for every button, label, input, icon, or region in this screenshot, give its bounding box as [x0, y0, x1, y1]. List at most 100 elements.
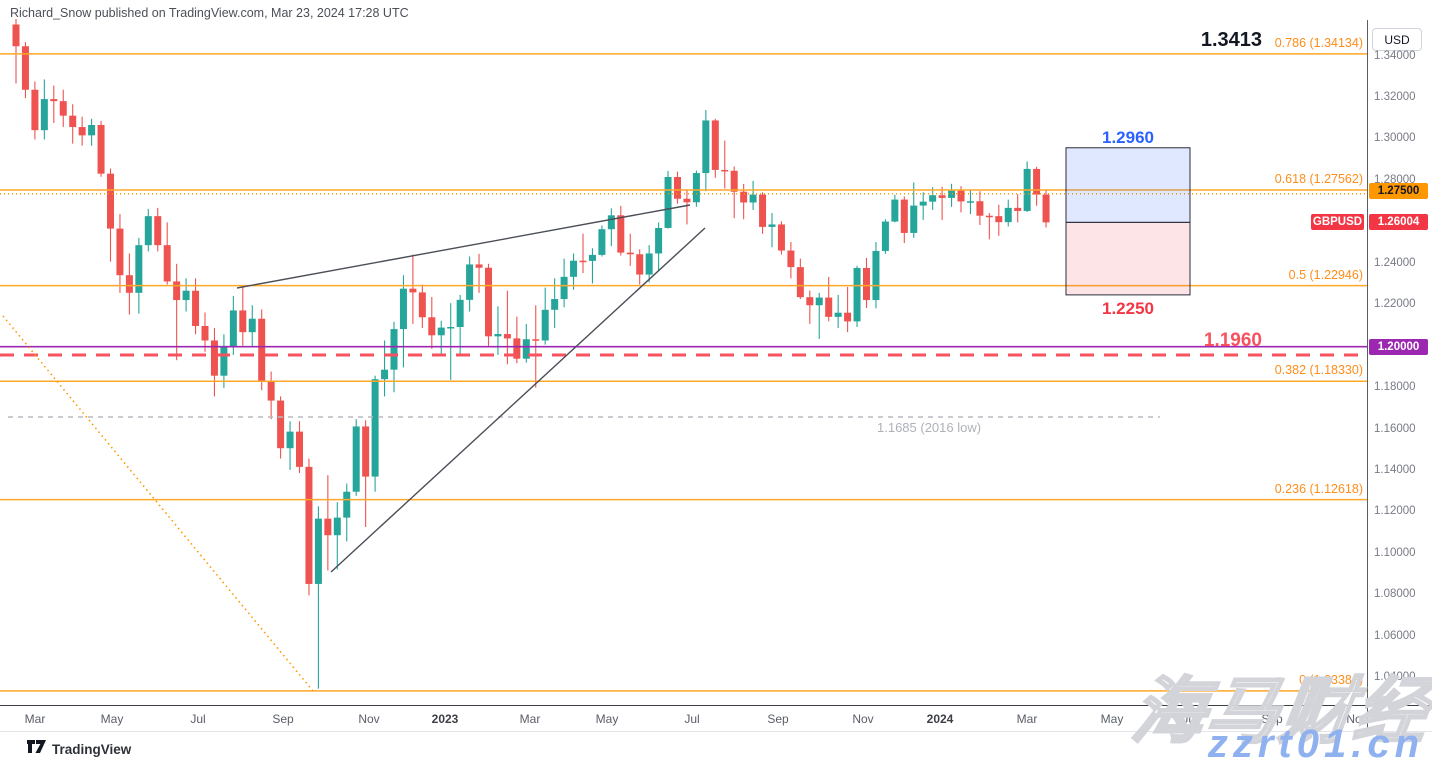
candle-down: [296, 431, 303, 467]
candle-down: [107, 173, 114, 229]
candle-up: [948, 190, 956, 198]
candle-down: [863, 267, 870, 301]
candle-down: [475, 264, 483, 268]
time-label-month: Jul: [1182, 712, 1198, 726]
candle-up: [352, 426, 360, 492]
2016-low-label: 1.1685 (2016 low): [877, 420, 982, 435]
chart-bottom-border: [0, 705, 1432, 706]
candle-down: [721, 169, 729, 172]
candle-up: [333, 517, 341, 536]
candle-up: [815, 297, 823, 306]
candle-up: [541, 309, 549, 341]
risk-zone[interactable]: [1065, 221, 1191, 296]
candle-down: [12, 24, 20, 47]
fib-level-label: 0.618 (1.27562): [1274, 172, 1363, 186]
candle-down: [503, 334, 511, 339]
candle-down: [674, 176, 681, 199]
candle-up: [381, 369, 389, 380]
candle-up: [834, 312, 842, 317]
watermark-site: zzrt01.cn: [1207, 722, 1424, 763]
price-tick: 1.04000: [1374, 671, 1416, 684]
candle-down: [31, 89, 39, 131]
candle-up: [551, 299, 559, 310]
price-tick: 1.08000: [1374, 588, 1416, 601]
published-byline: Richard_Snow published on TradingView.co…: [10, 6, 409, 20]
candle-up: [872, 250, 880, 301]
candle-down: [485, 267, 492, 337]
time-label-month: Mar: [1016, 712, 1038, 726]
candle-down: [362, 426, 370, 477]
candle-down: [210, 340, 218, 376]
support-price-label: 1.1960: [1203, 330, 1262, 351]
candle-down: [1033, 168, 1041, 195]
candle-down: [409, 288, 417, 293]
candle-up: [598, 229, 606, 255]
candle-down: [1014, 207, 1022, 211]
round-level-badge: 1.20000: [1369, 338, 1428, 355]
currency-toggle-button[interactable]: USD: [1372, 28, 1422, 51]
risk-reward-zones[interactable]: [1065, 147, 1191, 296]
candle-up: [144, 216, 152, 246]
candle-down: [683, 198, 691, 203]
fib-level-label: 0.382 (1.18330): [1274, 363, 1363, 378]
price-tick: 1.34000: [1374, 49, 1416, 62]
candle-down: [258, 318, 266, 382]
tradingview-logo[interactable]: TradingView: [27, 739, 131, 759]
time-label-month: Sep: [1261, 712, 1283, 726]
candle-down: [844, 312, 852, 322]
candle-up: [645, 253, 653, 275]
fib-level-label: 0 (1.03386): [1299, 672, 1363, 687]
fib-level-label: 0.786 (1.34134): [1274, 35, 1363, 50]
time-label-month: Nov: [1346, 712, 1368, 726]
price-tick: 1.06000: [1374, 629, 1416, 642]
chart-drawings: [0, 53, 1367, 692]
candle-up: [702, 120, 710, 174]
candlestick-series: [12, 19, 1050, 689]
candle-down: [796, 267, 804, 298]
candle-down: [900, 199, 908, 233]
candle-down: [59, 101, 67, 116]
candle-down: [740, 191, 748, 203]
candle-down: [324, 518, 332, 536]
price-tick: 1.16000: [1374, 422, 1416, 435]
candle-down: [787, 250, 795, 268]
time-label-month: Jul: [684, 712, 700, 726]
candle-down: [163, 245, 171, 282]
candle-down: [513, 338, 521, 359]
candle-down: [626, 252, 634, 255]
candle-down: [711, 120, 719, 170]
risk-zone-price-label: 1.2250: [1102, 299, 1154, 318]
candle-up: [399, 288, 407, 330]
price-tick: 1.22000: [1374, 298, 1416, 311]
wedge-upper-line: [236, 204, 691, 289]
candle-up: [588, 254, 596, 261]
downtrend-dotted-line: [2, 315, 314, 692]
candle-up: [437, 327, 445, 336]
candle-up: [768, 224, 776, 227]
candle-down: [636, 254, 644, 275]
candle-up: [286, 431, 294, 449]
candle-up: [607, 215, 615, 230]
candle-up: [456, 299, 464, 328]
candle-down: [1042, 194, 1050, 223]
candle-up: [919, 201, 927, 206]
time-label-year: 2023: [431, 712, 459, 726]
candle-up: [182, 290, 190, 301]
price-tick: 1.32000: [1374, 91, 1416, 104]
candle-up: [891, 199, 899, 222]
candle-down: [305, 466, 313, 584]
time-label-month: Nov: [852, 712, 874, 726]
tradingview-logo-text: TradingView: [52, 741, 132, 757]
time-label-month: May: [1100, 712, 1124, 726]
candle-down: [69, 115, 77, 128]
candle-down: [730, 170, 738, 192]
candle-up: [910, 205, 918, 233]
candle-down: [976, 201, 984, 216]
reward-zone[interactable]: [1065, 147, 1191, 223]
candle-down: [995, 216, 1003, 223]
candle-down: [78, 127, 86, 136]
candle-down: [239, 310, 247, 333]
time-label-month: Sep: [272, 712, 294, 726]
